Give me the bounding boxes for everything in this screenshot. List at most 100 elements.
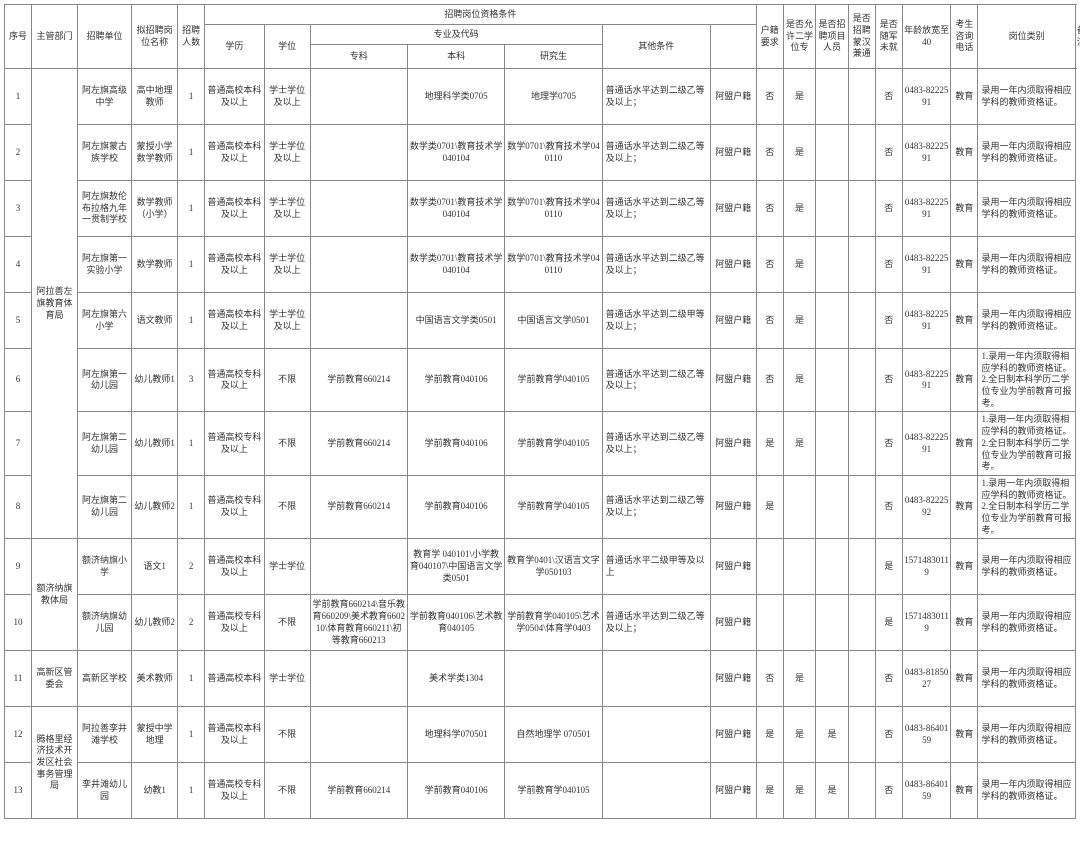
cell-seq: 6: [5, 349, 32, 412]
cell-yjs: 学前教育学040105: [505, 763, 602, 819]
cell-huji: 阿盟户籍: [710, 707, 756, 763]
cell-proj: 是: [783, 651, 815, 707]
cell-sj: [848, 475, 875, 538]
cell-other: 普通话水平达到二级甲等及以上；: [602, 293, 710, 349]
cell-mh: [816, 412, 848, 475]
cell-dept: 腾格里经济技术开发区社会事务管理局: [32, 707, 78, 819]
cell-a2: 是: [756, 475, 783, 538]
cell-unit: 额济纳旗小学: [78, 539, 132, 595]
cell-a2: 是: [756, 763, 783, 819]
cell-a40: 否: [875, 349, 902, 412]
cell-seq: 1: [5, 69, 32, 125]
cell-seq: 12: [5, 707, 32, 763]
cell-huji: 阿盟户籍: [710, 412, 756, 475]
cell-deg: 不限: [264, 349, 310, 412]
cell-a40: 是: [875, 539, 902, 595]
table-row: 11高新区管委会高新区学校美术教师1普通高校本科学士学位美术学类1304阿盟户籍…: [5, 651, 1076, 707]
cell-a2: 否: [756, 125, 783, 181]
cell-tel: 0483-8222591: [902, 125, 951, 181]
h-proj: 是否招聘项目人员: [816, 5, 848, 69]
cell-bk: 学前教育040106: [407, 475, 504, 538]
cell-tel: 0483-8640159: [902, 707, 951, 763]
cell-zk: 学前教育660214: [310, 763, 407, 819]
cell-unit: 额济纳旗幼儿园: [78, 595, 132, 651]
cell-deg: 学士学位及以上: [264, 293, 310, 349]
cell-sj: [848, 707, 875, 763]
cell-rmk: 1.录用一年内须取得相应学科的教师资格证。2.全日制本科学历二学位专业为学前教育…: [978, 412, 1075, 475]
h-unit: 招聘单位: [78, 5, 132, 69]
cell-bk: 学前教育040106\艺术教育040105: [407, 595, 504, 651]
cell-mh: [816, 125, 848, 181]
cell-tel: 0483-8222591: [902, 237, 951, 293]
cell-yjs: 学前教育学040105: [505, 475, 602, 538]
cell-pos: 数学教师（小学）: [132, 181, 178, 237]
cell-mh: [816, 475, 848, 538]
cell-deg: 不限: [264, 595, 310, 651]
cell-zk: [310, 69, 407, 125]
cell-mh: [816, 595, 848, 651]
recruitment-table: 序号 主管部门 招聘单位 拟招聘岗位名称 招聘人数 招聘岗位资格条件 户籍要求 …: [4, 4, 1076, 819]
cell-mh: 是: [816, 707, 848, 763]
cell-tel: 0483-8222591: [902, 293, 951, 349]
h-mh: 是否招聘蒙汉兼通: [848, 5, 875, 69]
cell-proj: 是: [783, 181, 815, 237]
cell-edu: 普通高校本科及以上: [205, 69, 265, 125]
cell-rmk: 录用一年内须取得相应学科的教师资格证。: [978, 293, 1075, 349]
cell-mh: [816, 651, 848, 707]
cell-sj: [848, 349, 875, 412]
cell-a2: 是: [756, 412, 783, 475]
cell-sj: [848, 293, 875, 349]
cell-huji: 阿盟户籍: [710, 181, 756, 237]
cell-huji: 阿盟户籍: [710, 651, 756, 707]
cell-bk: 教育学 040101\小学教育040107\中国语言文学类0501: [407, 539, 504, 595]
table-row: 6阿左旗第一幼儿园幼儿教师13普通高校专科及以上不限学前教育660214学前教育…: [5, 349, 1076, 412]
cell-cat: 教育: [951, 651, 978, 707]
cell-other: [602, 763, 710, 819]
cell-pos: 幼儿教师1: [132, 412, 178, 475]
cell-a2: 是: [756, 707, 783, 763]
table-row: 4阿左旗第一实验小学数学教师1普通高校本科及以上学士学位及以上数学类0701\教…: [5, 237, 1076, 293]
cell-edu: 普通高校专科及以上: [205, 595, 265, 651]
cell-yjs: 数学0701\教育技术学040110: [505, 181, 602, 237]
cell-edu: 普通高校本科及以上: [205, 125, 265, 181]
cell-pos: 幼儿教师2: [132, 475, 178, 538]
cell-seq: 13: [5, 763, 32, 819]
cell-a2: 否: [756, 349, 783, 412]
cell-a40: 否: [875, 412, 902, 475]
cell-rmk: 录用一年内须取得相应学科的教师资格证。: [978, 237, 1075, 293]
cell-rmk: 1.录用一年内须取得相应学科的教师资格证。2.全日制本科学历二学位专业为学前教育…: [978, 349, 1075, 412]
h-qual: 招聘岗位资格条件: [205, 5, 757, 25]
cell-tel: 0483-8222591: [902, 349, 951, 412]
h-edu: 学历: [205, 25, 265, 69]
cell-deg: 不限: [264, 412, 310, 475]
cell-seq: 5: [5, 293, 32, 349]
cell-huji: 阿盟户籍: [710, 293, 756, 349]
cell-proj: 是: [783, 237, 815, 293]
cell-sj: [848, 539, 875, 595]
h-major: 专业及代码: [310, 25, 602, 45]
cell-a40: 否: [875, 475, 902, 538]
cell-mh: [816, 237, 848, 293]
cell-sj: [848, 763, 875, 819]
cell-edu: 普通高校本科及以上: [205, 237, 265, 293]
cell-sj: [848, 595, 875, 651]
h-allow2: 是否允许二学位专: [783, 5, 815, 69]
cell-a2: 否: [756, 651, 783, 707]
cell-a2: 否: [756, 293, 783, 349]
cell-other: 普通话水平达到二级乙等及以上；: [602, 181, 710, 237]
cell-cat: 教育: [951, 595, 978, 651]
cell-rmk: 录用一年内须取得相应学科的教师资格证。: [978, 539, 1075, 595]
cell-seq: 9: [5, 539, 32, 595]
cell-deg: 学士学位及以上: [264, 125, 310, 181]
h-sj: 是否随军未就: [875, 5, 902, 69]
cell-cat: 教育: [951, 125, 978, 181]
cell-pos: 语文1: [132, 539, 178, 595]
cell-edu: 普通高校专科及以上: [205, 349, 265, 412]
h-zk: 专科: [310, 45, 407, 69]
cell-other: 普通话水平达到二级乙等及以上；: [602, 349, 710, 412]
cell-mh: [816, 181, 848, 237]
cell-yjs: [505, 651, 602, 707]
cell-pos: 语文教师: [132, 293, 178, 349]
cell-cnt: 1: [178, 181, 205, 237]
h-bk: 本科: [407, 45, 504, 69]
